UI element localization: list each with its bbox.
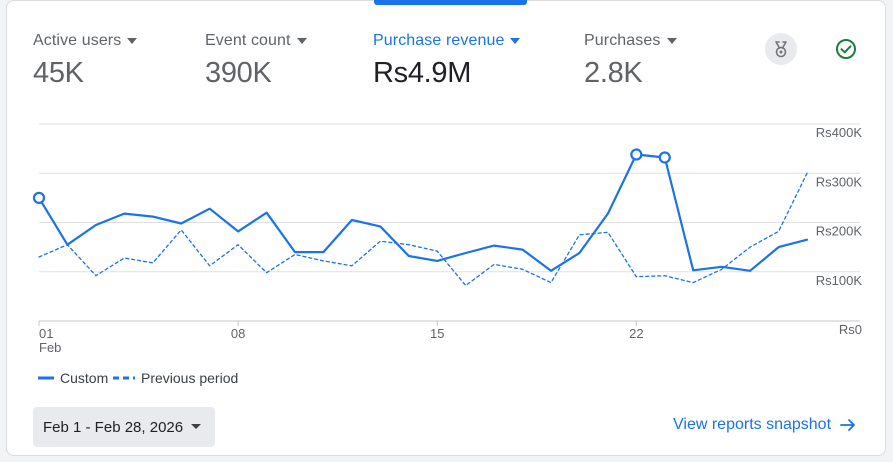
legend-label: Custom xyxy=(60,370,109,386)
x-tick-label: 01 xyxy=(39,326,53,341)
x-tick-sublabel: Feb xyxy=(39,340,61,355)
metric-event-count[interactable]: Event count 390K xyxy=(205,32,307,90)
metric-label: Purchase revenue xyxy=(373,32,505,49)
metric-value: Rs4.9M xyxy=(373,57,472,89)
metric-value: 390K xyxy=(205,57,272,89)
status-button[interactable] xyxy=(830,33,862,65)
chart-grid xyxy=(38,123,860,326)
caret-down-icon xyxy=(127,38,138,44)
active-metric-indicator xyxy=(374,0,527,5)
x-tick-label: 15 xyxy=(430,326,444,341)
summary-card xyxy=(6,0,886,456)
metric-label: Active users xyxy=(33,32,122,49)
x-tick-label: 08 xyxy=(231,326,245,341)
check-circle-icon xyxy=(836,39,856,59)
date-range-selector[interactable]: Feb 1 - Feb 28, 2026 xyxy=(33,407,215,447)
legend-solid-swatch xyxy=(38,376,54,380)
insights-button[interactable] xyxy=(765,33,797,65)
metric-purchases[interactable]: Purchases 2.8K xyxy=(584,32,677,90)
caret-down-icon xyxy=(296,38,307,44)
date-range-label: Feb 1 - Feb 28, 2026 xyxy=(43,418,184,436)
legend-dashed-swatch xyxy=(113,376,135,380)
y-tick-label: Rs200K xyxy=(816,224,863,239)
metric-label: Purchases xyxy=(584,32,661,49)
metric-active-users[interactable]: Active users 45K xyxy=(33,32,138,90)
caret-down-icon xyxy=(191,424,201,429)
y-tick-label: Rs400K xyxy=(816,125,863,140)
legend-label: Previous period xyxy=(141,370,239,386)
highlighted-data-point xyxy=(630,148,643,161)
legend-custom[interactable]: Custom xyxy=(38,370,108,386)
view-link-label: View reports snapshot xyxy=(673,416,832,433)
y-tick-label: Rs0 xyxy=(839,322,862,337)
y-axis-labels: Rs0 Rs100K Rs200K Rs300K Rs400K xyxy=(816,125,863,337)
insights-icon xyxy=(775,41,787,58)
highlighted-data-point xyxy=(32,191,46,204)
metric-purchase-revenue[interactable]: Purchase revenue Rs4.9M xyxy=(373,32,521,90)
view-reports-snapshot-link[interactable]: View reports snapshot xyxy=(673,416,856,434)
caret-down-icon xyxy=(510,38,521,44)
caret-down-icon xyxy=(666,38,677,44)
chart-series xyxy=(32,148,809,287)
metric-value: 2.8K xyxy=(584,57,643,89)
highlighted-data-point xyxy=(658,151,671,164)
metric-label: Event count xyxy=(205,32,291,49)
y-tick-label: Rs100K xyxy=(816,273,863,288)
metric-value: 45K xyxy=(33,57,84,89)
arrow-right-icon xyxy=(840,419,855,431)
series-custom-line xyxy=(37,153,809,272)
legend-previous-period[interactable]: Previous period xyxy=(113,370,238,386)
x-tick-label: 22 xyxy=(629,326,643,341)
y-tick-label: Rs300K xyxy=(816,174,863,189)
series-previous-period-line xyxy=(38,172,808,287)
